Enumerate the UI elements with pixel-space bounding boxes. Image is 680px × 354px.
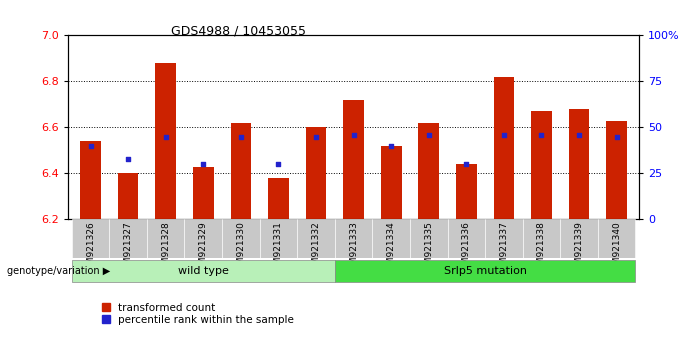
Text: GSM921337: GSM921337 bbox=[499, 222, 509, 276]
Bar bbox=[80, 141, 101, 219]
Text: GSM921336: GSM921336 bbox=[462, 222, 471, 276]
Bar bbox=[72, 219, 109, 258]
Bar bbox=[381, 146, 401, 219]
Text: GSM921334: GSM921334 bbox=[387, 222, 396, 276]
Text: GSM921331: GSM921331 bbox=[274, 222, 283, 276]
Point bbox=[536, 132, 547, 138]
Bar bbox=[155, 63, 176, 219]
Bar bbox=[494, 77, 514, 219]
Bar bbox=[118, 173, 139, 219]
Bar bbox=[147, 219, 184, 258]
Text: GSM921339: GSM921339 bbox=[575, 222, 583, 276]
Bar bbox=[231, 123, 251, 219]
Bar bbox=[184, 219, 222, 258]
Bar bbox=[485, 219, 523, 258]
Bar bbox=[343, 100, 364, 219]
Bar bbox=[410, 219, 447, 258]
Bar bbox=[260, 219, 297, 258]
Bar bbox=[297, 219, 335, 258]
Point bbox=[311, 134, 322, 139]
Bar bbox=[335, 260, 635, 282]
Bar bbox=[193, 167, 214, 219]
Bar bbox=[531, 112, 552, 219]
Bar bbox=[523, 219, 560, 258]
Bar bbox=[418, 123, 439, 219]
Text: GSM921327: GSM921327 bbox=[124, 222, 133, 276]
Bar bbox=[306, 127, 326, 219]
Point bbox=[574, 132, 585, 138]
Bar bbox=[335, 219, 373, 258]
Bar bbox=[268, 178, 289, 219]
Bar bbox=[373, 219, 410, 258]
Point bbox=[424, 132, 435, 138]
Point bbox=[198, 161, 209, 167]
Text: Srlp5 mutation: Srlp5 mutation bbox=[443, 266, 526, 276]
Text: genotype/variation ▶: genotype/variation ▶ bbox=[7, 266, 110, 276]
Point bbox=[611, 134, 622, 139]
Text: GSM921328: GSM921328 bbox=[161, 222, 170, 276]
Bar bbox=[560, 219, 598, 258]
Text: GSM921329: GSM921329 bbox=[199, 222, 208, 276]
Text: GSM921340: GSM921340 bbox=[612, 222, 621, 276]
Text: GDS4988 / 10453055: GDS4988 / 10453055 bbox=[171, 25, 306, 38]
Point bbox=[273, 161, 284, 167]
Bar bbox=[222, 219, 260, 258]
Text: wild type: wild type bbox=[178, 266, 228, 276]
Bar bbox=[607, 121, 627, 219]
Point bbox=[235, 134, 246, 139]
Point bbox=[461, 161, 472, 167]
Text: GSM921333: GSM921333 bbox=[349, 222, 358, 276]
Text: GSM921330: GSM921330 bbox=[237, 222, 245, 276]
Bar bbox=[72, 260, 335, 282]
Legend: transformed count, percentile rank within the sample: transformed count, percentile rank withi… bbox=[102, 303, 294, 325]
Point bbox=[386, 143, 396, 149]
Text: GSM921335: GSM921335 bbox=[424, 222, 433, 276]
Text: GSM921332: GSM921332 bbox=[311, 222, 320, 276]
Point bbox=[85, 143, 96, 149]
Point bbox=[348, 132, 359, 138]
Text: GSM921326: GSM921326 bbox=[86, 222, 95, 276]
Point bbox=[498, 132, 509, 138]
Point bbox=[160, 134, 171, 139]
Bar bbox=[568, 109, 590, 219]
Bar bbox=[598, 219, 635, 258]
Bar bbox=[447, 219, 485, 258]
Bar bbox=[109, 219, 147, 258]
Bar bbox=[456, 164, 477, 219]
Point bbox=[122, 156, 133, 161]
Text: GSM921338: GSM921338 bbox=[537, 222, 546, 276]
